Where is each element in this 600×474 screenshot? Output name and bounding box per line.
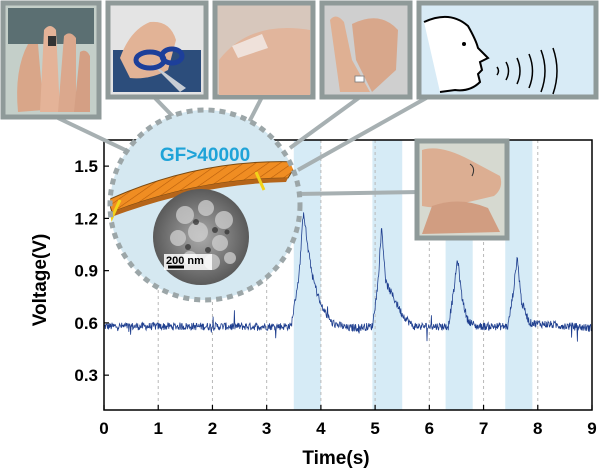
x-tick-label: 9 [587,419,596,438]
scale-bar-label: 200 nm [166,255,204,267]
x-axis-ticks: 0 1 2 3 4 5 6 7 8 9 [99,405,597,438]
y-tick-label: 1.5 [74,157,98,176]
photo-sensor-on-skin [212,0,316,100]
x-tick-label: 2 [208,419,217,438]
photo-hand-holding-scissors [105,0,209,100]
sem-micrograph [153,189,249,285]
x-tick-label: 6 [425,419,434,438]
y-tick-label: 0.6 [74,314,98,333]
x-tick-label: 4 [316,419,326,438]
x-tick-label: 5 [370,419,379,438]
x-tick-label: 0 [99,419,108,438]
highlight-bands [293,140,533,410]
x-tick-label: 8 [533,419,542,438]
highlight-band [372,140,403,410]
photo-finger-on-palm [0,0,102,120]
y-tick-label: 0.3 [74,366,98,385]
y-axis-title: Voltage(V) [30,234,51,327]
x-axis-title: Time(s) [302,448,369,469]
photo-fingers-holding-sensor [414,138,510,241]
y-tick-label: 1.2 [74,209,98,228]
highlight-band [293,140,321,410]
y-tick-label: 0.9 [74,262,98,281]
x-tick-label: 1 [153,419,162,438]
gauge-factor-label: GF>40000 [160,145,250,166]
photo-speaking-face [416,0,599,100]
y-axis-ticks: 0.3 0.6 0.9 1.2 1.5 [74,157,109,385]
x-tick-label: 3 [262,419,271,438]
photo-sensor-on-wrist [319,0,413,100]
voltage-trace [104,212,592,342]
x-tick-label: 7 [479,419,488,438]
